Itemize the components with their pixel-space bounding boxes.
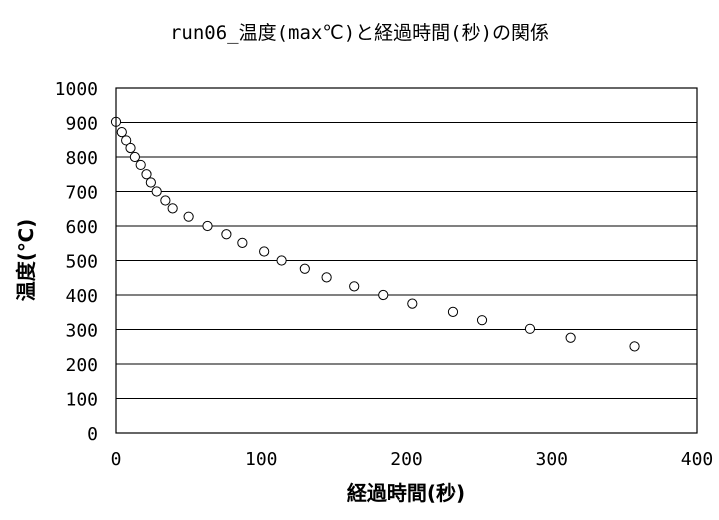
data-point-9 [160, 195, 171, 206]
y-tick-1000: 1000 [55, 79, 98, 100]
data-point-6 [141, 169, 152, 180]
y-tick-600: 600 [65, 217, 98, 238]
data-point-23 [476, 315, 488, 326]
data-point-16 [276, 255, 287, 266]
data-point-1 [116, 127, 127, 138]
x-tick-400: 400 [681, 449, 714, 470]
x-tick-100: 100 [245, 449, 278, 470]
y-tick-300: 300 [65, 321, 98, 342]
data-point-21 [407, 298, 418, 309]
data-point-24 [524, 323, 536, 334]
x-axis-label: 経過時間(秒) [347, 481, 465, 505]
plot-border [115, 87, 698, 434]
x-tick-labels: 0 100 200 300 400 [111, 449, 714, 470]
y-tick-100: 100 [65, 390, 98, 411]
x-tick-200: 200 [390, 449, 423, 470]
y-tick-labels: 0 100 200 300 400 500 600 700 800 900 1000 [55, 79, 98, 445]
data-point-22 [447, 306, 459, 318]
data-points [110, 116, 640, 352]
y-tick-0: 0 [87, 424, 98, 445]
y-tick-400: 400 [65, 286, 98, 307]
chart-title: run06_温度(max℃)と経過時間(秒)の関係 [169, 22, 550, 44]
x-tick-0: 0 [111, 449, 122, 470]
data-point-20 [378, 289, 389, 301]
data-point-2 [121, 135, 132, 146]
x-tick-300: 300 [535, 449, 568, 470]
axes [115, 87, 698, 434]
data-point-13 [221, 229, 232, 240]
grid-lines [116, 87, 697, 399]
data-point-7 [145, 177, 156, 188]
y-tick-800: 800 [65, 148, 98, 169]
data-point-26 [629, 341, 640, 352]
data-point-3 [125, 142, 136, 154]
y-tick-900: 900 [65, 114, 98, 135]
data-point-17 [299, 263, 310, 274]
data-point-18 [321, 272, 332, 283]
data-point-11 [183, 211, 194, 222]
data-point-14 [237, 237, 248, 249]
data-point-15 [259, 246, 270, 257]
y-axis-label: 温度(℃) [14, 219, 38, 302]
data-point-19 [349, 281, 360, 292]
data-point-8 [151, 186, 162, 197]
data-point-25 [565, 332, 576, 343]
data-point-5 [135, 159, 146, 171]
y-tick-500: 500 [65, 252, 98, 273]
data-point-10 [167, 203, 178, 214]
y-tick-200: 200 [65, 355, 98, 376]
data-point-4 [129, 151, 140, 163]
y-tick-700: 700 [65, 183, 98, 204]
data-point-12 [202, 220, 213, 232]
